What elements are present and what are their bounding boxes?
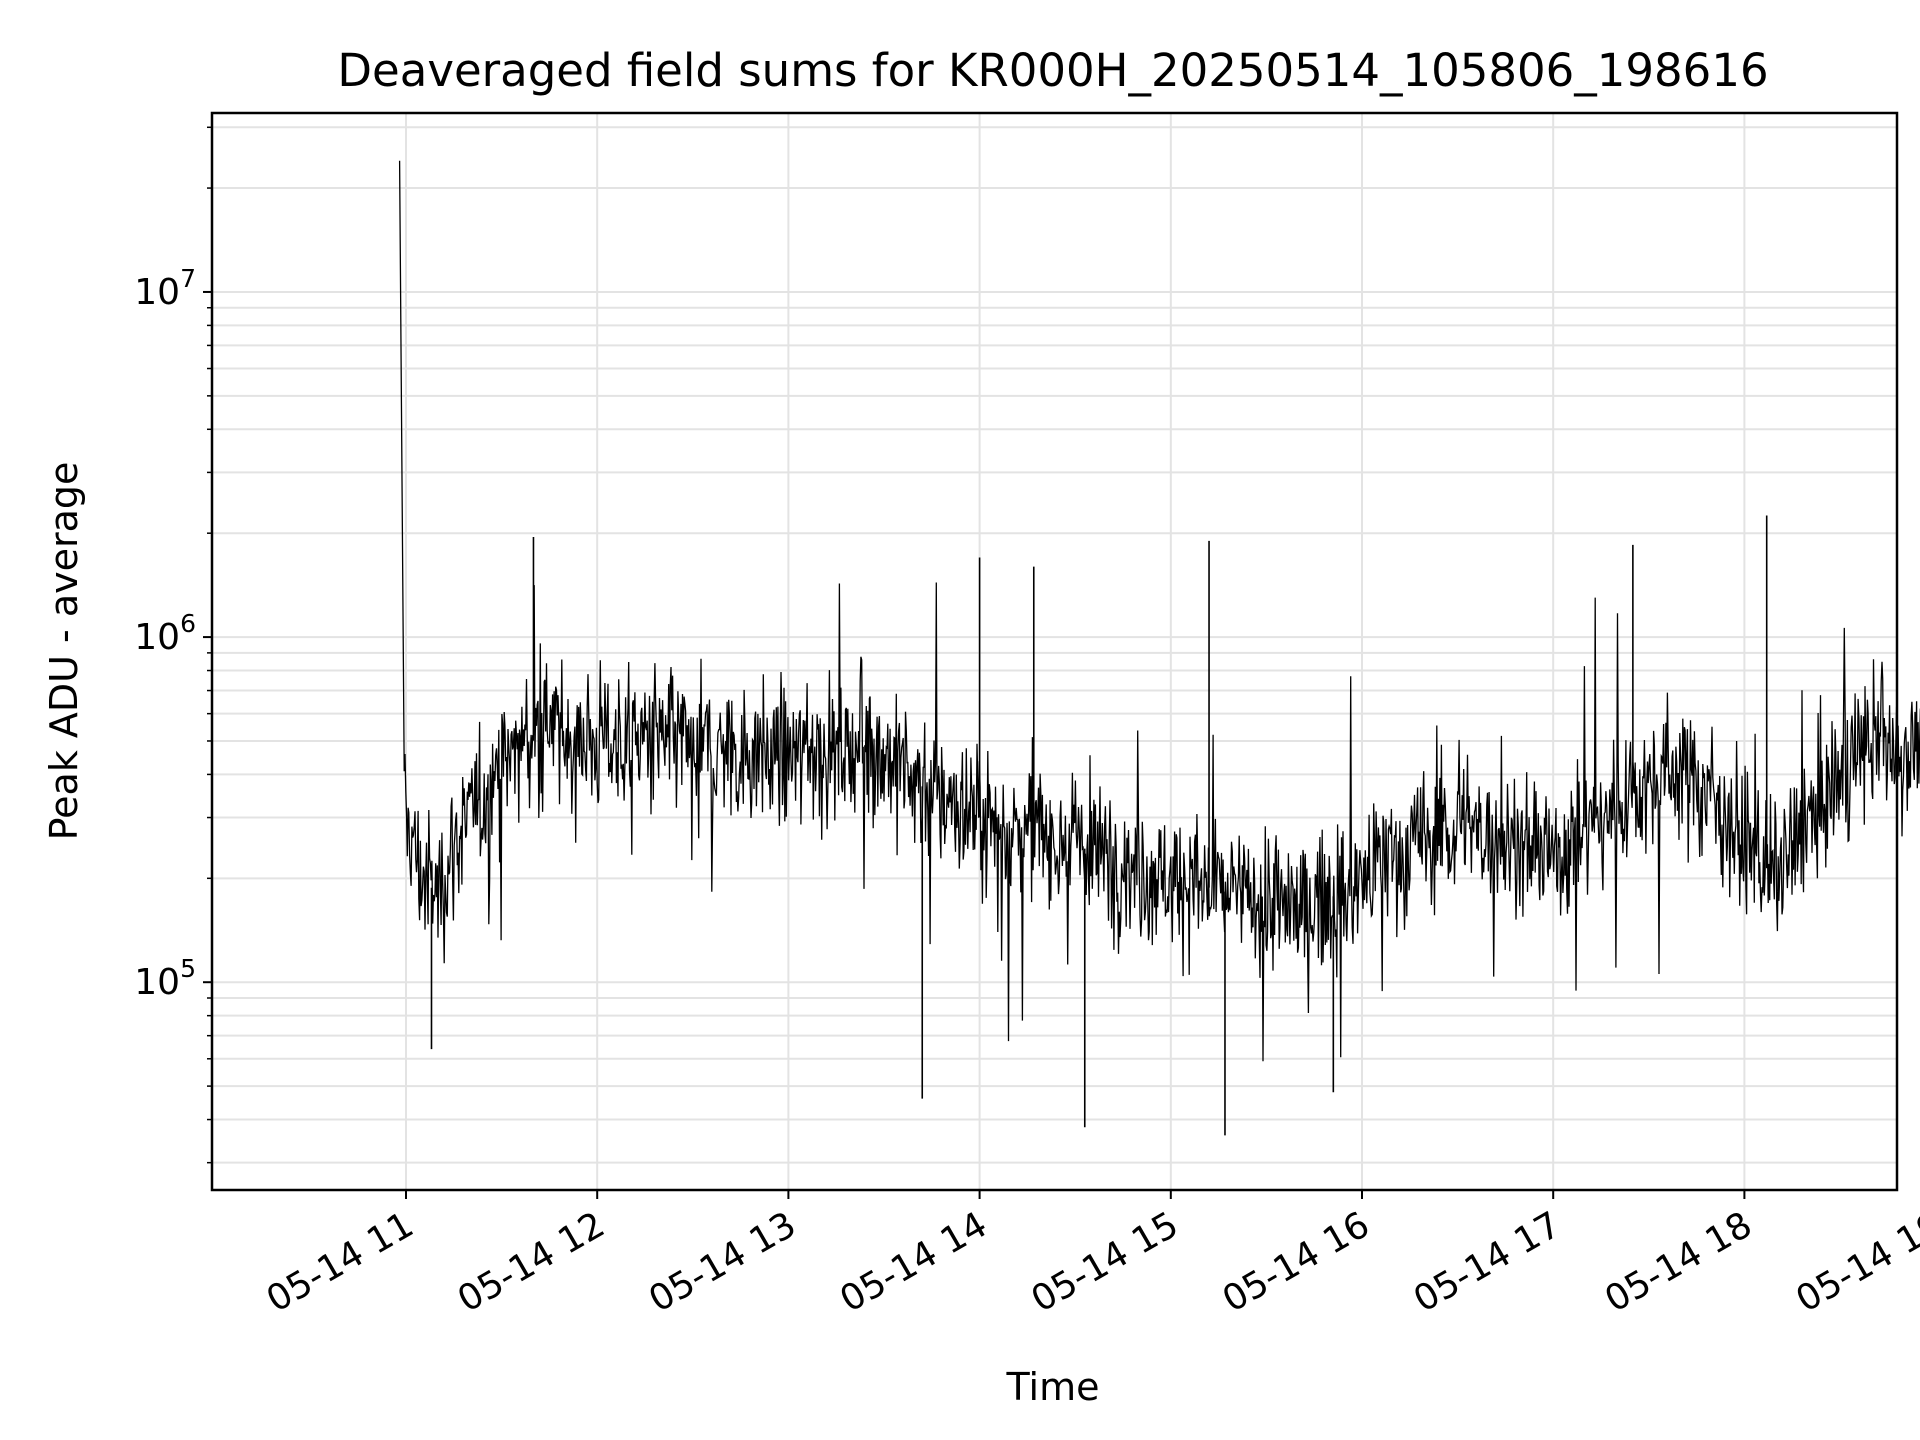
series-line — [398, 160, 1920, 1062]
y-tick-label: 105 — [134, 954, 196, 1003]
chart-title: Deaveraged field sums for KR000H_2025051… — [337, 44, 1768, 97]
y-tick-label: 106 — [134, 609, 196, 658]
y-axis-label: Peak ADU - average — [42, 462, 86, 841]
y-tick-label: 107 — [134, 264, 196, 313]
plot-frame — [210, 111, 1899, 1192]
series-group — [398, 160, 1920, 1136]
grid — [212, 113, 1897, 1190]
y-axis: 105 106 107 — [134, 126, 212, 1164]
x-axis-label: Time — [1006, 1365, 1100, 1409]
